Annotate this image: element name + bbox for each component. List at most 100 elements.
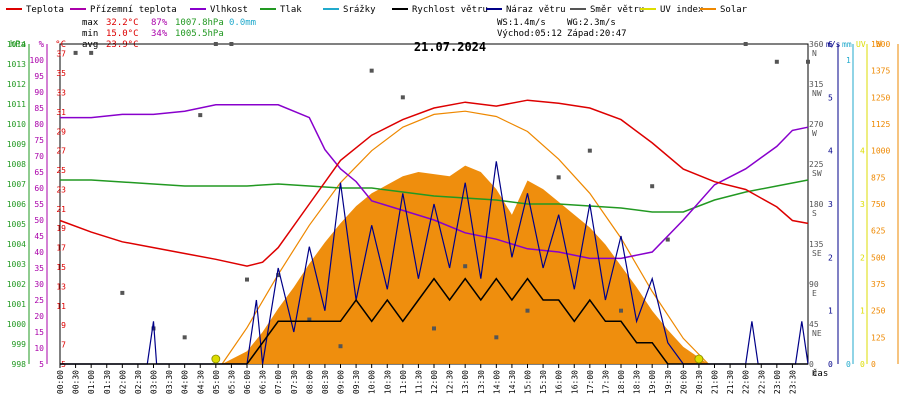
stats-text: avg [82, 40, 98, 50]
stats-text: max [82, 18, 99, 28]
time-tick-label: 16:30 [570, 370, 579, 394]
time-tick-label: 23:30 [788, 370, 797, 394]
wind-direction-point [198, 113, 203, 118]
wind-direction-point [556, 175, 561, 180]
wind-direction-point [369, 68, 374, 73]
stats-text: 1005.5hPa [175, 29, 224, 39]
time-tick-label: 06:00 [243, 370, 252, 394]
w-tick-label: 1500 [871, 40, 890, 49]
time-tick-label: 23:00 [773, 370, 782, 394]
time-tick-label: 09:30 [352, 370, 361, 394]
stats-text: 15.0°C [106, 29, 139, 39]
percent-axis-tick-label: 50 [34, 216, 44, 225]
percent-axis-tick-label: 55 [34, 200, 44, 209]
w-tick-label: 1250 [871, 93, 890, 102]
humidity-line [60, 104, 809, 260]
direction-tick-label: 45 [809, 320, 819, 329]
time-tick-label: 00:30 [72, 370, 81, 394]
time-tick-label: 01:30 [103, 370, 112, 394]
time-tick-label: 02:30 [134, 370, 143, 394]
stats-text: Západ:20:47 [567, 29, 627, 39]
hpa-axis-unit: hPa [10, 40, 26, 50]
time-tick-label: 11:00 [399, 370, 408, 394]
time-tick-label: 02:00 [118, 370, 127, 394]
celsius-axis-tick-label: 35 [56, 69, 66, 78]
stats-text: 87% [151, 18, 168, 28]
hpa-axis-tick-label: 1012 [7, 80, 26, 89]
time-tick-label: 00:00 [56, 370, 65, 394]
wind-direction-point [774, 59, 779, 64]
percent-axis-tick-label: 65 [34, 168, 44, 177]
percent-axis-tick-label: 10 [34, 344, 44, 353]
percent-axis-tick-label: 5 [39, 360, 44, 369]
celsius-axis-tick-label: 33 [56, 88, 66, 97]
direction-tick-label: 360 [809, 40, 824, 49]
wind-direction-point [245, 277, 249, 282]
celsius-axis-tick-label: 21 [56, 205, 66, 214]
pressure-line [60, 179, 809, 213]
w-tick-label: 500 [871, 253, 886, 262]
direction-name-label: N [812, 49, 817, 58]
direction-name-label: SE [812, 249, 822, 258]
celsius-axis-unit: °C [55, 40, 66, 50]
hpa-axis-tick-label: 1014 [7, 40, 26, 49]
w-tick-label: 750 [871, 200, 886, 209]
celsius-axis-tick-label: 31 [56, 108, 66, 117]
celsius-axis-tick-label: 19 [56, 224, 66, 233]
legend-label: UV index [660, 5, 704, 15]
time-tick-label: 12:00 [430, 370, 439, 394]
percent-axis-tick-label: 15 [34, 328, 44, 337]
percent-axis-tick-label: 80 [34, 120, 44, 129]
wind-direction-point [400, 95, 405, 100]
time-tick-label: 21:00 [711, 370, 720, 394]
w-tick-label: 1000 [871, 147, 890, 156]
w-tick-label: 125 [871, 333, 886, 342]
percent-axis-tick-label: 60 [34, 184, 44, 193]
wind-direction-point [665, 237, 670, 242]
w-axis-unit: W [876, 40, 882, 50]
hpa-axis-tick-label: 1008 [7, 160, 26, 169]
wind-direction-point [182, 335, 187, 340]
ms-tick-label: 1 [828, 307, 833, 316]
percent-axis-tick-label: 85 [34, 104, 44, 113]
percent-axis-tick-label: 100 [30, 56, 45, 65]
legend: Teplota Přízemní teplota Vlhkost Tlak Srážky… [6, 5, 748, 15]
legend-label: Srážky [343, 5, 376, 15]
stats-text: 32.2°C [106, 18, 139, 28]
direction-tick-label: 315 [809, 80, 824, 89]
hpa-axis-tick-label: 999 [12, 340, 27, 349]
celsius-axis-tick-label: 27 [56, 147, 66, 156]
wind-direction-point [432, 326, 436, 331]
time-tick-label: 08:30 [321, 370, 330, 394]
ms-tick-label: 5 [828, 93, 833, 102]
uv-tick-label: 2 [860, 253, 865, 262]
legend-label: Přízemní teplota [90, 5, 177, 15]
uv-tick-label: 1 [860, 307, 865, 316]
time-tick-label: 07:30 [290, 370, 299, 394]
stats-text: WS:1.4m/s [497, 18, 546, 28]
time-tick-label: 18:00 [617, 370, 626, 394]
time-tick-label: 20:00 [679, 370, 688, 394]
temperature-line [59, 99, 809, 267]
time-tick-label: 16:00 [555, 370, 564, 394]
time-tick-label: 17:00 [586, 370, 595, 394]
time-tick-label: 15:00 [524, 370, 533, 394]
wind-direction-point [806, 59, 810, 64]
time-tick-label: 01:00 [87, 370, 96, 394]
ms-axis-unit: m/s [826, 40, 841, 49]
hpa-axis-tick-label: 1003 [7, 260, 26, 269]
time-tick-label: 17:30 [601, 370, 610, 394]
direction-name-label: N [812, 369, 817, 378]
time-tick-label: 10:00 [368, 370, 377, 394]
percent-axis-tick-label: 35 [34, 264, 44, 273]
time-tick-label: 04:00 [181, 370, 190, 394]
celsius-axis-tick-label: 11 [56, 302, 66, 311]
w-tick-label: 375 [871, 280, 886, 289]
time-tick-label: 06:30 [259, 370, 268, 394]
ms-tick-label: 4 [828, 147, 833, 156]
percent-axis-tick-label: 95 [34, 72, 44, 81]
hpa-axis-tick-label: 1002 [7, 280, 26, 289]
direction-name-label: SW [812, 169, 822, 178]
celsius-axis-tick-label: 13 [56, 282, 66, 291]
